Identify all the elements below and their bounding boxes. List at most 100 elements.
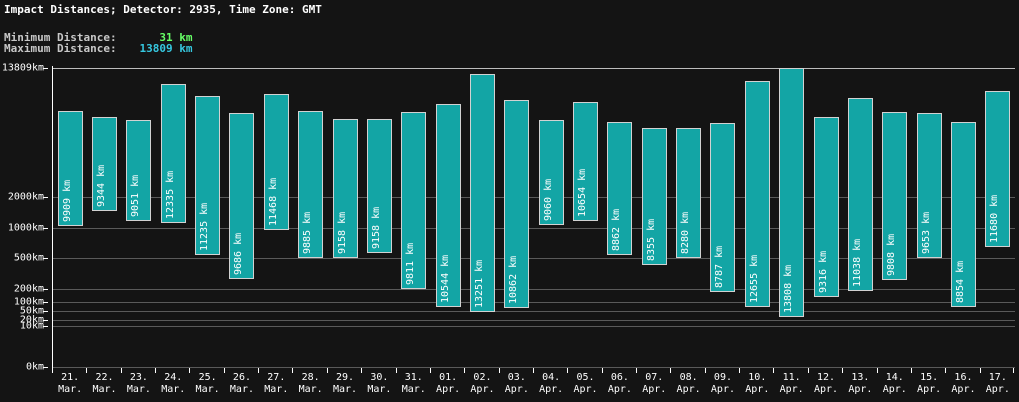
bar-max-label: 9653 km [921, 211, 932, 254]
y-axis-tick-label: 20km [19, 314, 44, 326]
x-axis-tick-label: 14. Apr. [882, 372, 907, 395]
x-axis-tick-label: 09. Apr. [710, 372, 735, 395]
bar-max-label: 9060 km [543, 178, 554, 221]
bar[interactable]: 1075 km 9909 km [58, 110, 83, 226]
bar[interactable]: 962 km 11468 km [264, 93, 289, 231]
bar[interactable]: 499 km 8280 km [676, 128, 701, 259]
bar[interactable]: 179 km 8787 km [710, 122, 735, 292]
bar-min-label: 499 km [676, 217, 679, 255]
y-axis-tick-label: 100km [13, 296, 44, 308]
x-axis-tick-label: 11. Apr. [779, 372, 804, 395]
bar[interactable]: 1219 km 9051 km [126, 119, 151, 222]
x-axis-tick [430, 368, 431, 373]
bar[interactable]: 435 km 8355 km [642, 127, 667, 265]
y-axis-tick [43, 289, 48, 290]
bar-max-label: 12335 km [165, 170, 176, 219]
gridline [53, 289, 1015, 290]
bar-max-label: 8854 km [955, 260, 966, 303]
x-axis-tick-label: 31. Mar. [401, 372, 426, 395]
bar[interactable]: 283 km 9808 km [882, 111, 907, 281]
y-axis-tick-label: 2000km [7, 191, 44, 203]
bar[interactable]: 575 km 9158 km [367, 118, 392, 254]
x-axis-tick-label: 17. Apr. [985, 372, 1010, 395]
bar[interactable]: 552 km 8862 km [607, 122, 632, 255]
x-axis-tick [396, 368, 397, 373]
bar[interactable]: 1230 km 10654 km [573, 102, 598, 221]
plot-area: 1075 km 9909 km 1542 km 9344 km 1219 km 9051 … [52, 66, 1015, 368]
bar[interactable]: 686 km 11680 km [985, 91, 1010, 247]
bar-max-label: 11468 km [268, 178, 279, 227]
x-axis-tick-label: 03. Apr. [504, 372, 529, 395]
x-axis-tick [292, 368, 293, 373]
y-axis-tick [43, 326, 48, 327]
y-axis-tick [43, 302, 48, 303]
bar[interactable]: 202 km 9811 km [401, 111, 426, 289]
bar-max-label: 9686 km [233, 232, 244, 275]
x-axis-tick [224, 368, 225, 373]
x-axis-tick [86, 368, 87, 373]
bar[interactable]: 301 km 9686 km [229, 113, 254, 279]
x-axis-tick [705, 368, 706, 373]
bar-min-label: 435 km [642, 224, 645, 261]
bar[interactable]: 186 km 11038 km [848, 98, 873, 291]
x-axis-tick [499, 368, 500, 373]
x-axis-tick-label: 26. Mar. [229, 372, 254, 395]
x-axis-tick-label: 30. Mar. [367, 372, 392, 395]
x-axis-tick [911, 368, 912, 373]
bar-min-label: 202 km [401, 248, 404, 285]
bar-min-label: 283 km [882, 240, 885, 277]
y-axis-tick-label: 0km [25, 361, 44, 373]
bar-min-label: 552 km [607, 214, 610, 251]
bar-min-label: 1102 km [539, 178, 542, 221]
minimum-distance-value: 31 [159, 31, 173, 44]
x-axis-tick [739, 368, 740, 373]
bar[interactable]: 139 km 9316 km [814, 117, 839, 297]
x-axis-tick-label: 10. Apr. [745, 372, 770, 395]
bar-max-label: 10544 km [440, 255, 451, 304]
bar[interactable]: 506 km 9885 km [298, 110, 323, 258]
bar[interactable]: 1542 km 9344 km [92, 116, 117, 212]
bar[interactable]: 506 km 9158 km [333, 118, 358, 258]
y-axis-tick [43, 68, 48, 69]
gridline [53, 326, 1015, 327]
bar-min-label: 1075 km [58, 179, 61, 222]
bar-min-label: 46 km [470, 278, 473, 309]
bar-min-label: 507 km [917, 217, 920, 254]
y-axis-tick-label: 50km [19, 305, 44, 317]
y-axis-tick [43, 228, 48, 229]
x-axis-tick-label: 06. Apr. [607, 372, 632, 395]
x-axis-tick [980, 368, 981, 373]
bar-max-label: 9344 km [96, 165, 107, 208]
x-axis-tick-label: 01. Apr. [436, 372, 461, 395]
bar[interactable]: 65 km 10862 km [504, 100, 529, 309]
bar[interactable]: 1170 km 12335 km [161, 84, 186, 223]
gridline [53, 228, 1015, 229]
x-axis-tick-label: 23. Mar. [126, 372, 151, 395]
bar[interactable]: 46 km 13251 km [470, 74, 495, 313]
x-axis-tick-label: 24. Mar. [161, 372, 186, 395]
bar-max-label: 8862 km [611, 208, 622, 251]
y-axis-tick [43, 320, 48, 321]
x-axis-tick-label: 12. Apr. [813, 372, 839, 395]
bar[interactable]: 30 km 13808 km [779, 68, 804, 317]
y-axis-tick [43, 367, 48, 368]
gridline [53, 311, 1015, 312]
maximum-distance-readout: Maximum Distance: 13809 km [4, 42, 192, 55]
bar-max-label: 9158 km [337, 211, 348, 254]
x-axis-tick-label: 29. Mar. [332, 372, 358, 395]
maximum-distance-value: 13809 [139, 42, 173, 55]
bar[interactable]: 556 km 11235 km [195, 96, 220, 255]
bar[interactable]: 1102 km 9060 km [539, 119, 564, 225]
bar[interactable]: 73 km 8854 km [951, 122, 976, 307]
x-axis-tick [842, 368, 843, 373]
bar[interactable]: 70 km 10544 km [436, 103, 461, 308]
bar-min-label: 1542 km [92, 165, 95, 208]
bar-max-label: 9808 km [886, 234, 897, 277]
bar-max-label: 12655 km [749, 255, 760, 304]
bar-max-label: 11680 km [989, 194, 1000, 243]
bar[interactable]: 71 km 12655 km [745, 80, 770, 308]
gridline [53, 320, 1015, 321]
x-axis-tick-label: 16. Apr. [951, 372, 976, 395]
bar-max-label: 8280 km [680, 211, 691, 255]
bar[interactable]: 507 km 9653 km [917, 113, 942, 258]
